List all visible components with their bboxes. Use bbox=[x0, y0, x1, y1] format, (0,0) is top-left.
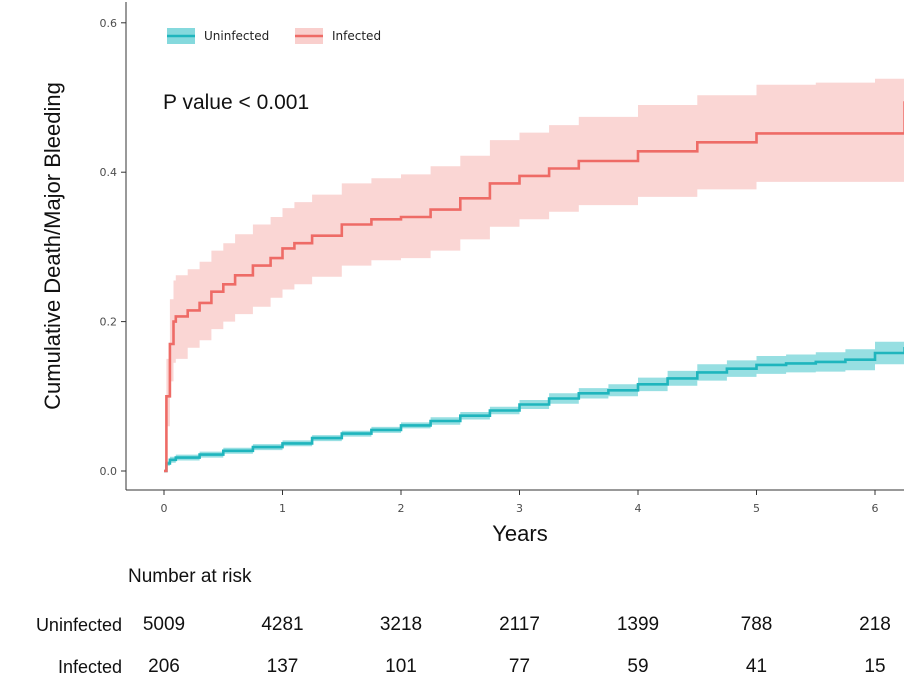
y-axis-title: Cumulative Death/Major Bleeding bbox=[40, 82, 65, 410]
y-tick-label: 0.6 bbox=[100, 17, 118, 30]
risk-row-label: Infected bbox=[57, 657, 122, 677]
risk-cell: 1399 bbox=[616, 614, 660, 635]
risk-cell: 788 bbox=[740, 614, 773, 635]
risk-cell: 3218 bbox=[379, 614, 423, 635]
legend-label-infected: Infected bbox=[332, 29, 381, 43]
risk-cell: 206 bbox=[148, 656, 180, 677]
series-line-uninfected bbox=[164, 347, 904, 473]
risk-cell: 218 bbox=[859, 614, 891, 635]
risk-cell: 4281 bbox=[261, 614, 304, 635]
risk-cell: 41 bbox=[745, 656, 768, 677]
ci-band-uninfected bbox=[164, 341, 904, 471]
x-tick-label: 1 bbox=[279, 502, 286, 515]
risk-cell: 101 bbox=[385, 656, 417, 677]
risk-cell: 2117 bbox=[499, 614, 540, 635]
risk-cell: 59 bbox=[627, 656, 649, 677]
x-tick-label: 5 bbox=[753, 502, 760, 515]
legend-label-uninfected: Uninfected bbox=[204, 29, 269, 43]
risk-cell: 5009 bbox=[142, 614, 186, 635]
y-tick-label: 0.4 bbox=[100, 166, 118, 179]
x-tick-label: 2 bbox=[398, 502, 405, 515]
risk-cell: 15 bbox=[864, 656, 886, 677]
x-tick-label: 6 bbox=[872, 502, 879, 515]
series-line-infected bbox=[164, 101, 904, 473]
x-ticks: 0 1 2 3 4 5 6 bbox=[161, 490, 879, 515]
y-ticks: 0.0 0.2 0.4 0.6 bbox=[100, 17, 126, 478]
y-tick-label: 0.2 bbox=[100, 316, 118, 329]
risk-row-label: Uninfected bbox=[35, 615, 122, 635]
x-tick-label: 3 bbox=[516, 502, 523, 515]
chart-bands bbox=[164, 78, 904, 471]
risk-cell: 77 bbox=[508, 656, 531, 677]
x-tick-label: 0 bbox=[161, 502, 168, 515]
risk-table-title: Number at risk bbox=[128, 566, 252, 587]
p-value-annotation: P value < 0.001 bbox=[163, 91, 309, 114]
x-axis-title: Years bbox=[492, 521, 547, 546]
ci-band-infected bbox=[164, 78, 904, 471]
y-tick-label: 0.0 bbox=[100, 465, 118, 478]
risk-cell: 137 bbox=[266, 656, 299, 677]
x-tick-label: 4 bbox=[635, 502, 642, 515]
legend: Uninfected Infected bbox=[167, 28, 381, 44]
chart-lines bbox=[164, 101, 904, 473]
